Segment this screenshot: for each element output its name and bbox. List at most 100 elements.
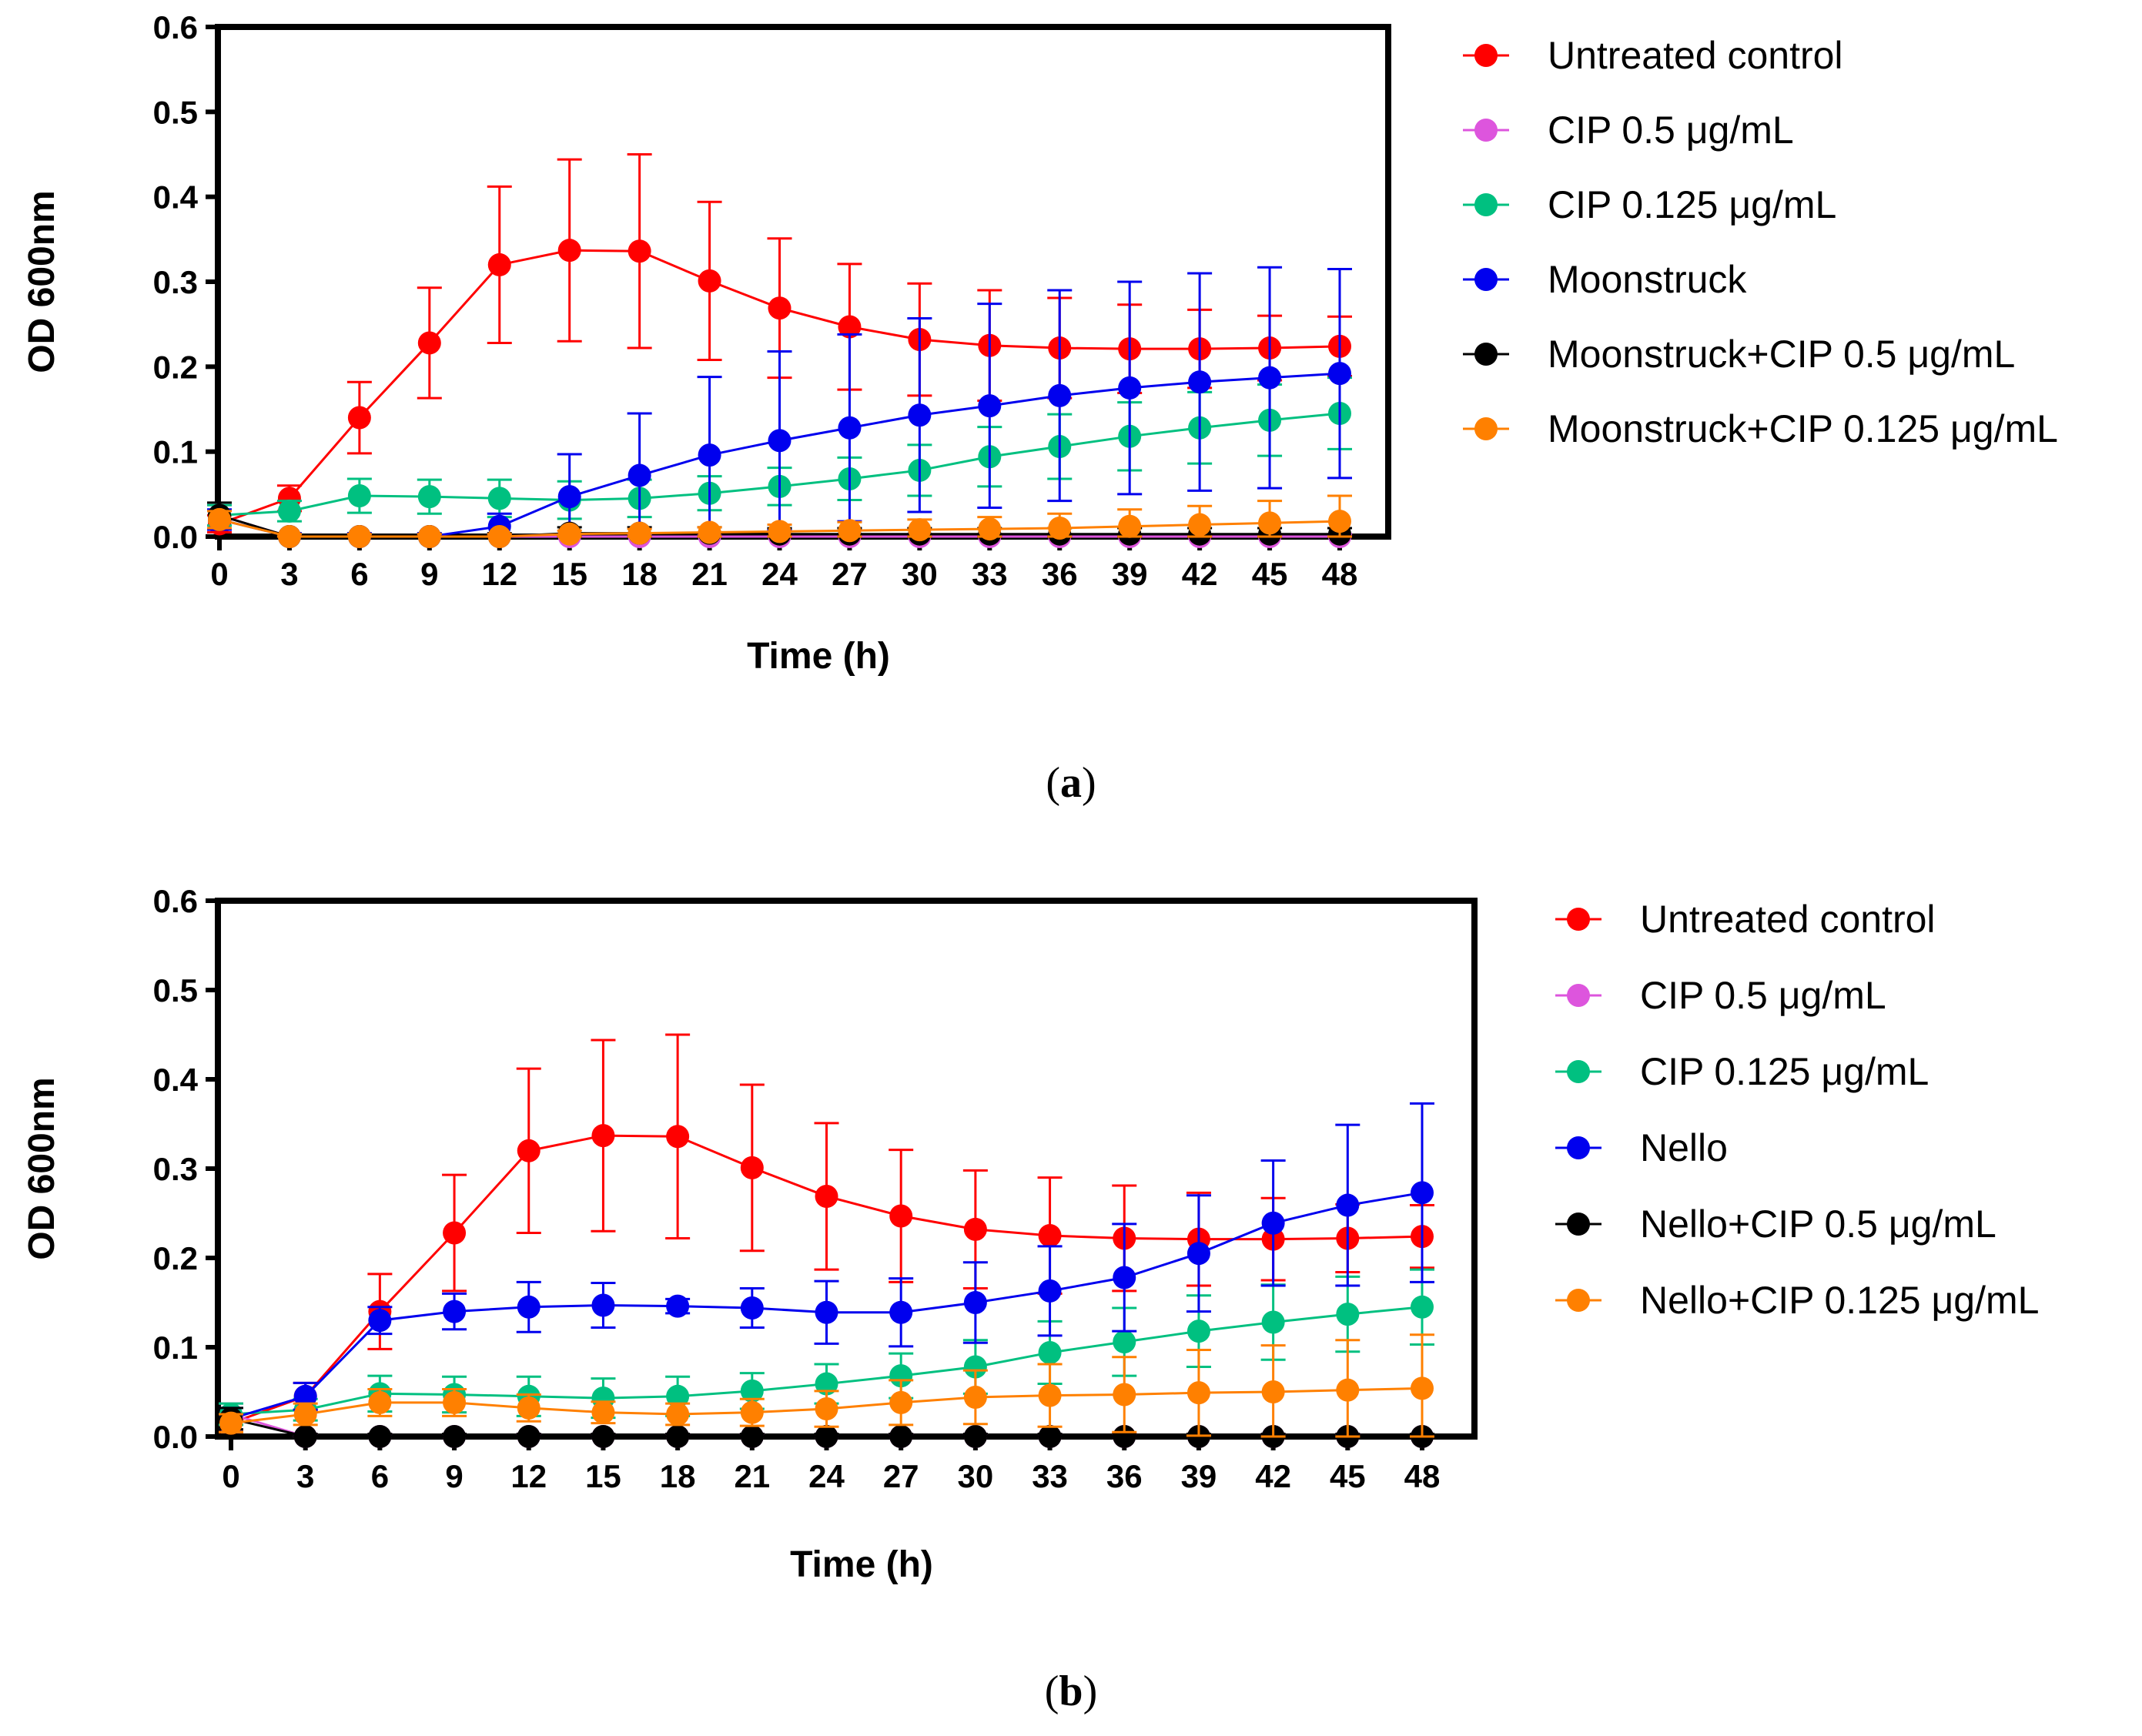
c0-series-0-point [698, 269, 721, 293]
c0-x-tick-label: 39 [1112, 556, 1148, 592]
c1-series-5-point [1411, 1376, 1434, 1400]
c0-series-3-point [1188, 370, 1212, 394]
c0-series-0-point [557, 239, 581, 263]
c0-y-tick-label: 0.0 [153, 519, 198, 555]
c1-series-2-point [1336, 1303, 1360, 1326]
c0-series-2-point [487, 487, 511, 510]
c1-series-2-point [889, 1364, 913, 1388]
c0-x-tick-label: 9 [420, 556, 438, 592]
c1-legend-item-1: CIP 0.5 μg/mL [1555, 974, 1886, 1017]
c0-legend-item-1: CIP 0.5 μg/mL [1463, 109, 1794, 152]
c1-series-0-point [591, 1124, 615, 1148]
c1-x-tick-label: 45 [1330, 1458, 1366, 1494]
c1-series-0-point [517, 1139, 541, 1162]
c1-x-tick-label: 0 [222, 1458, 239, 1494]
c1-legend-item-5: Nello+CIP 0.125 μg/mL [1555, 1279, 2039, 1322]
c1-series-2-point [1113, 1330, 1136, 1354]
c0-y-tick-label: 0.6 [153, 9, 198, 45]
c1-x-tick-label: 42 [1255, 1458, 1291, 1494]
c1-series-2-point [963, 1355, 987, 1379]
c1-legend-item-0: Untreated control [1555, 898, 1936, 941]
c0-series-2-point [347, 484, 371, 508]
c0-y-tick-label: 0.4 [153, 179, 199, 216]
c1-series-0-point [1038, 1224, 1062, 1247]
c1-series-4-point [1113, 1425, 1136, 1448]
c0-series-5-point [1118, 514, 1142, 538]
c1-series-5-point [963, 1385, 987, 1409]
c1-series-2-point [1411, 1295, 1434, 1319]
c1-series-5-point [368, 1390, 392, 1414]
c1-series-5-point [517, 1396, 541, 1420]
c1-series-2-point [666, 1384, 690, 1408]
c0-series-3-point [1258, 366, 1282, 390]
c1-x-tick-label: 6 [371, 1458, 389, 1494]
c0-series-3-point [838, 416, 862, 440]
c1-y-tick-label: 0.0 [153, 1419, 198, 1455]
c0-legend-item-3: Moonstruck [1463, 258, 1747, 301]
c1-legend-item-4: Nello+CIP 0.5 μg/mL [1555, 1202, 1996, 1246]
c1-series-2-point [1186, 1320, 1210, 1343]
c0-legend-marker [1474, 268, 1498, 291]
c1-series-5-point [1336, 1378, 1360, 1402]
c0-series-5-point [978, 517, 1002, 541]
c0-y-axis-title: OD 600nm [22, 190, 62, 373]
c1-x-tick-label: 24 [808, 1458, 845, 1494]
c1-y-tick-label: 0.1 [153, 1330, 198, 1366]
c1-series-3-point [591, 1293, 615, 1317]
c1-x-tick-label: 18 [660, 1458, 696, 1494]
c0-series-3-point [1328, 362, 1351, 386]
c0-series-3-point [698, 443, 721, 467]
c1-series-5-point [1113, 1383, 1136, 1407]
c0-series-3-point [628, 463, 651, 487]
c0-series-5-point [1258, 511, 1282, 535]
c0-legend-marker [1474, 343, 1498, 366]
c1-series-4-point [443, 1425, 467, 1448]
c0-y-tick-label: 0.5 [153, 94, 198, 130]
c0-y-tick-label: 0.2 [153, 349, 198, 385]
c0-x-tick-label: 24 [761, 556, 798, 592]
c0-series-0-point [417, 331, 441, 355]
c1-series-0-point [666, 1125, 690, 1149]
c1-series-3-point [1336, 1193, 1360, 1217]
c1-series-4-point [740, 1425, 764, 1448]
c0-series-0-point [838, 315, 862, 339]
c1-series-2-point [740, 1379, 764, 1403]
c1-legend-marker [1567, 1289, 1590, 1312]
c0-x-axis-title: Time (h) [747, 636, 890, 677]
chart-panel-a: 0.00.10.20.30.40.50.60 3 6 9 12 15 18 21 24 27 30 3… [22, 9, 2058, 807]
c0-x-tick-label: 21 [691, 556, 728, 592]
c0-legend-label: CIP 0.5 μg/mL [1548, 109, 1794, 152]
c0-series-0-point [347, 406, 371, 430]
c0-legend-label: Moonstruck+CIP 0.5 μg/mL [1548, 333, 2015, 376]
c1-series-3-point [815, 1300, 838, 1324]
c0-series-0-point [768, 296, 792, 320]
c1-y-axis-title: OD 600nm [22, 1077, 62, 1259]
c1-legend-label: Nello+CIP 0.5 μg/mL [1640, 1202, 1996, 1246]
c1-series-3-point [293, 1384, 317, 1408]
c0-legend-label: Moonstruck+CIP 0.125 μg/mL [1548, 407, 2058, 450]
c0-legend-marker [1474, 119, 1498, 142]
c1-series-0-point [740, 1156, 764, 1179]
c0-legend-marker [1474, 193, 1498, 216]
c1-series-4-point [368, 1425, 392, 1448]
c0-series-5-point [557, 522, 581, 546]
c1-y-tick-label: 0.4 [153, 1062, 199, 1098]
c1-series-0-point [963, 1217, 987, 1241]
c1-series-5-point [1186, 1381, 1210, 1405]
c0-series-3-point [978, 394, 1002, 418]
c1-series-5 [219, 1333, 1434, 1438]
c0-x-tick-label: 36 [1042, 556, 1078, 592]
c0-series-5-point [487, 525, 511, 548]
c0-legend-item-0: Untreated control [1463, 34, 1843, 77]
c1-x-tick-label: 21 [734, 1458, 770, 1494]
c1-series-3-point [963, 1291, 987, 1314]
c1-legend-label: Untreated control [1640, 898, 1936, 941]
c1-series-5-point [1038, 1383, 1062, 1407]
c0-panel-label: (a) [1046, 759, 1096, 807]
c1-x-tick-label: 15 [585, 1458, 621, 1494]
c1-series-0-point [443, 1221, 467, 1245]
c0-series-5-point [768, 520, 792, 544]
c0-legend-label: Moonstruck [1548, 258, 1747, 301]
c0-x-tick-label: 6 [350, 556, 368, 592]
